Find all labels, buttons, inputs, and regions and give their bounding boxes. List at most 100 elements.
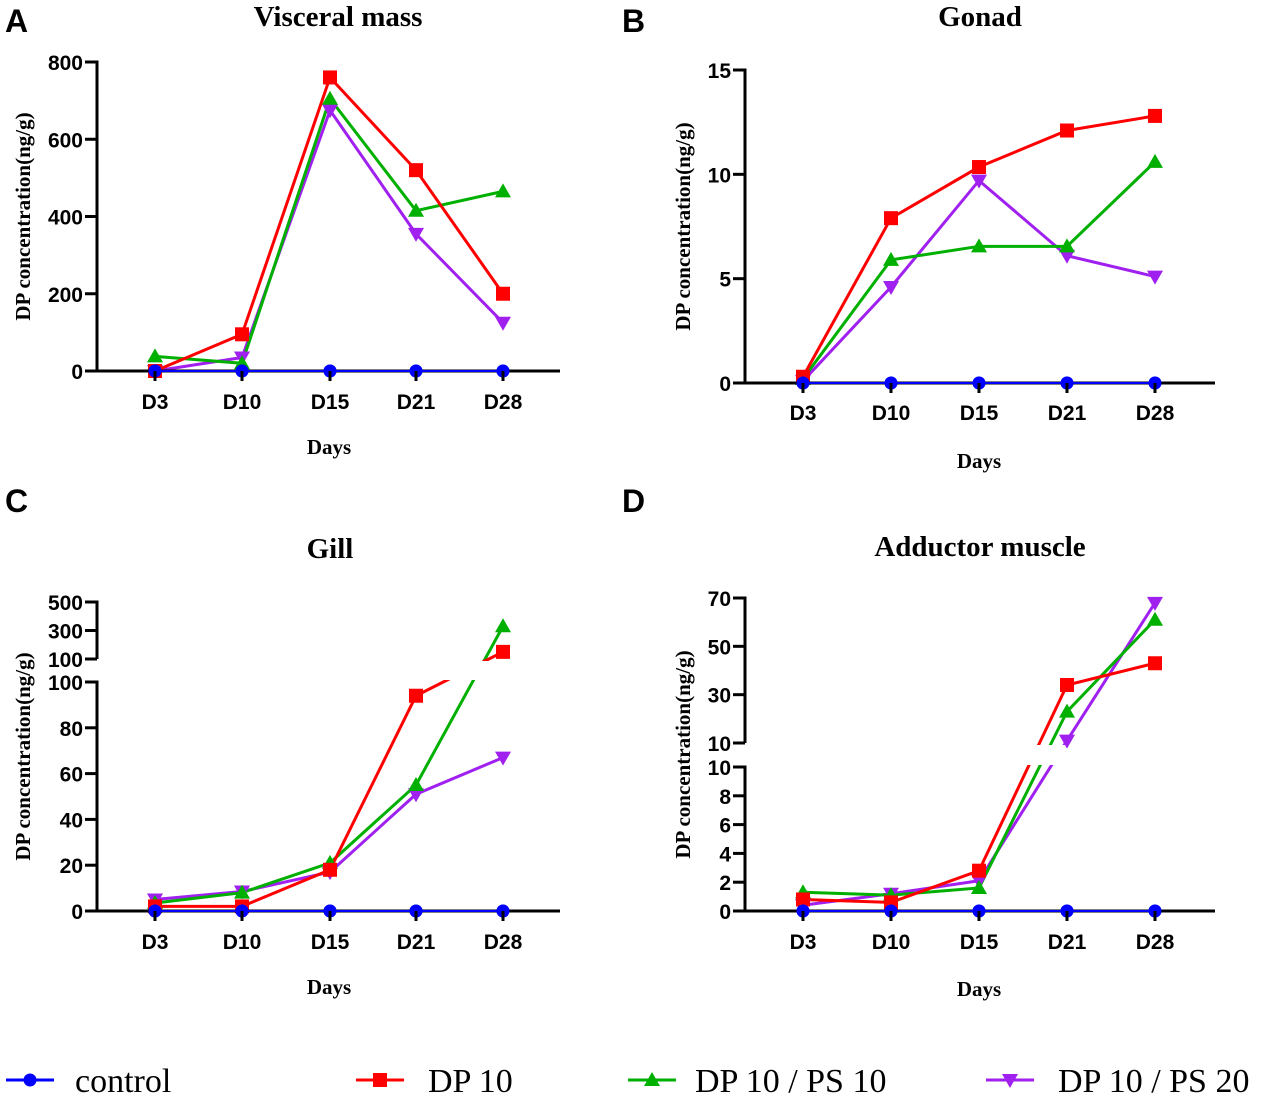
data-point <box>496 644 510 659</box>
data-point <box>323 862 337 877</box>
series-line-dp-10-ps-10 <box>801 160 1157 380</box>
x-tick-label: D28 <box>1136 402 1175 425</box>
y-tick-label: 0 <box>719 373 731 396</box>
x-tick-label: D28 <box>484 931 523 954</box>
legend-marker <box>1002 1074 1018 1088</box>
data-point <box>972 160 986 175</box>
data-point <box>234 355 250 370</box>
y-tick-label: 80 <box>60 718 83 741</box>
series-line-dp-10 <box>154 74 505 373</box>
legend-marker <box>644 1072 660 1086</box>
y-tick-label: 40 <box>60 809 83 832</box>
data-point <box>971 174 987 189</box>
legend-item: DP 10 <box>356 1063 513 1098</box>
data-point <box>495 751 511 766</box>
x-tick-label: D3 <box>142 391 169 414</box>
y-tick-label: 20 <box>60 855 83 878</box>
y-tick-label: 0 <box>71 901 83 924</box>
legend-marker <box>373 1073 387 1087</box>
x-axis-label: Days <box>957 449 1001 473</box>
x-axis-label: Days <box>307 975 351 999</box>
x-tick-label: D15 <box>311 931 350 954</box>
data-point <box>495 618 511 633</box>
chart-title: Adductor muscle <box>874 531 1085 563</box>
y-tick-label: 800 <box>48 52 83 75</box>
data-point <box>1060 678 1074 692</box>
data-point <box>234 884 250 899</box>
x-tick-label: D21 <box>397 391 436 414</box>
data-point <box>1147 596 1163 611</box>
data-point <box>409 163 423 178</box>
data-point <box>147 348 163 363</box>
y-tick-label: 0 <box>71 361 83 384</box>
y-tick-label: 100 <box>48 672 83 695</box>
y-tick-label: 6 <box>719 815 731 838</box>
chart-title: Gill <box>307 533 354 565</box>
x-tick-label: D21 <box>397 931 436 954</box>
x-tick-label: D3 <box>790 402 817 425</box>
x-axis-label: Days <box>957 977 1001 1001</box>
data-point <box>1147 611 1163 626</box>
legend-item: DP 10 / PS 20 <box>986 1063 1249 1098</box>
data-point <box>1060 123 1074 138</box>
data-point <box>1059 703 1075 718</box>
y-tick-label: 15 <box>708 60 732 83</box>
y-axis-label: DP concentration(ng/g) <box>11 112 35 320</box>
x-tick-label: D10 <box>223 931 262 954</box>
legend-label: control <box>75 1063 171 1098</box>
y-tick-label: 2 <box>719 872 731 895</box>
y-tick-label: 60 <box>60 764 83 787</box>
panel-b: B Gonad DP concentration(ng/g) Days 0 5 10 15 D3… <box>622 1 1215 473</box>
data-point <box>408 202 424 217</box>
data-point <box>796 892 810 907</box>
y-tick-label: 50 <box>708 636 731 659</box>
data-point <box>971 238 987 253</box>
data-point <box>1059 238 1075 253</box>
data-point <box>409 688 423 703</box>
data-point <box>495 183 511 198</box>
panel-letter: A <box>5 3 28 39</box>
data-point <box>1148 656 1162 671</box>
data-point <box>1148 108 1162 123</box>
y-tick-label: 70 <box>708 588 731 611</box>
legend-label: DP 10 <box>428 1063 513 1098</box>
legend-item: DP 10 / PS 10 <box>628 1063 886 1098</box>
data-point <box>1147 270 1163 285</box>
y-tick-label: 200 <box>48 284 83 307</box>
data-point <box>883 281 899 296</box>
data-point <box>1147 153 1163 168</box>
x-tick-label: D3 <box>790 931 817 954</box>
x-tick-label: D28 <box>1136 931 1175 954</box>
data-point <box>408 227 424 242</box>
y-tick-label: 300 <box>48 621 83 644</box>
panel-letter: C <box>5 483 28 519</box>
data-point <box>883 251 899 266</box>
x-tick-label: D15 <box>960 931 999 954</box>
data-point <box>323 70 337 85</box>
data-point <box>235 327 249 342</box>
panel-a: A Visceral mass DP concentration(ng/g) Days… <box>5 1 560 459</box>
data-point <box>322 90 338 105</box>
y-axis-label: DP concentration(ng/g) <box>671 122 695 330</box>
axis-break-gap <box>77 661 570 680</box>
y-tick-label: 400 <box>48 207 83 230</box>
legend-item: control <box>6 1063 171 1098</box>
x-tick-label: D15 <box>960 402 999 425</box>
y-tick-label: 10 <box>708 757 731 780</box>
series-line-dp-10-ps-10 <box>154 95 504 365</box>
panel-d: D Adductor muscle DP concentration(ng/g) Da… <box>622 483 1225 1001</box>
x-tick-label: D21 <box>1048 931 1087 954</box>
data-point <box>971 879 987 894</box>
x-tick-label: D10 <box>223 391 262 414</box>
legend-label: DP 10 / PS 10 <box>695 1063 886 1098</box>
x-tick-label: D21 <box>1048 402 1087 425</box>
legend-marker <box>23 1073 37 1087</box>
panel-letter: B <box>622 3 645 39</box>
chart-title: Gonad <box>938 1 1022 33</box>
y-tick-label: 5 <box>719 269 731 292</box>
x-tick-label: D3 <box>142 931 169 954</box>
y-tick-label: 30 <box>708 685 731 708</box>
data-point <box>1059 734 1075 749</box>
data-point <box>1059 249 1075 264</box>
